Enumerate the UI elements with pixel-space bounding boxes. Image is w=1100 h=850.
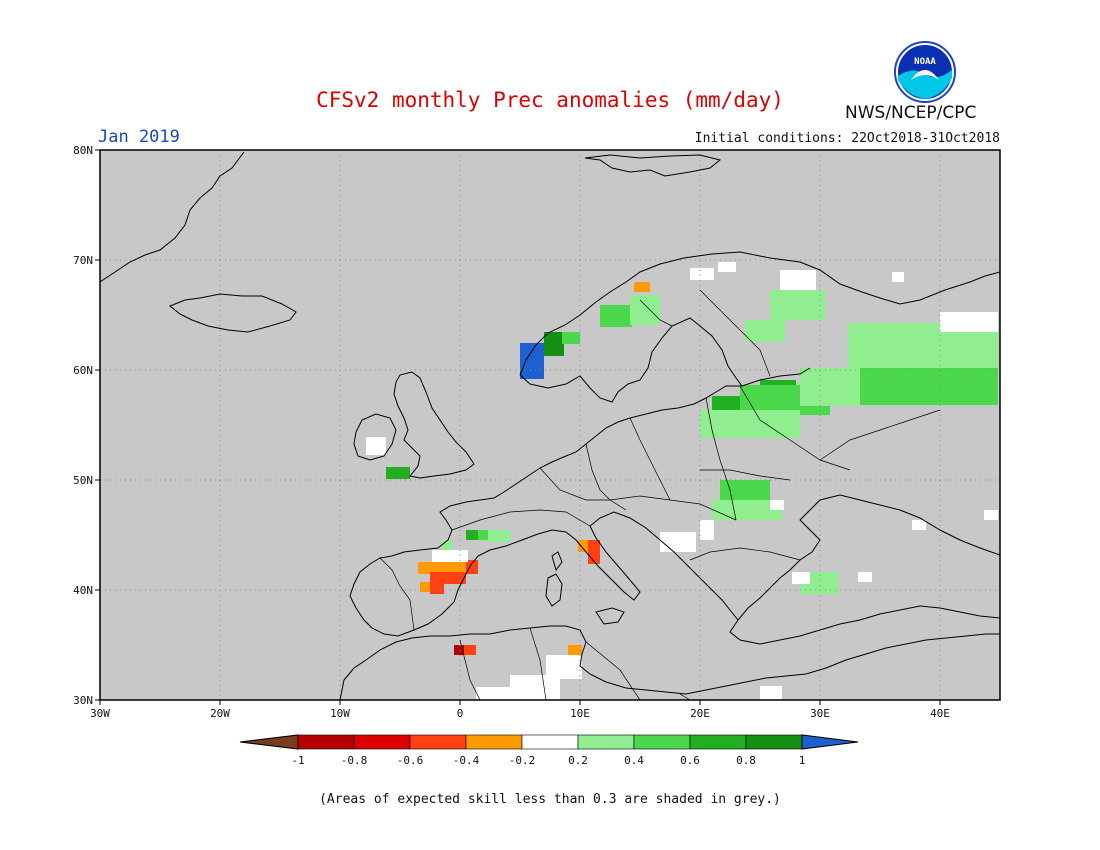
coast-continent [729,494,1000,645]
legend-arrow-low [239,734,299,750]
coast-ireland [353,413,397,461]
anomaly-cells [366,262,998,700]
anomaly-dark-red [454,645,464,655]
forecast-month: Jan 2019 [98,127,180,147]
coast-western-europe [349,443,739,637]
map-frame [99,149,1001,701]
map-background [100,150,1000,700]
coast-svalbard [584,154,722,177]
legend-swatch [689,734,747,750]
anomaly-blue [520,343,544,379]
coast-norway-south [519,317,743,403]
lon-tick-label: 30W [90,707,110,720]
skill-footnote: (Areas of expected skill less than 0.3 a… [319,792,781,807]
legend-swatch [521,734,579,750]
noaa-logo: NOAA [894,41,956,103]
coast-greenland [100,151,245,283]
legend-swatch [297,734,355,750]
map-title: CFSv2 monthly Prec anomalies (mm/day) [316,88,784,112]
anomaly-red [430,540,600,655]
lon-tick-label: 10W [330,707,350,720]
coast-finland-gulf [741,367,811,387]
legend-swatch [577,734,635,750]
lon-tick-label: 20W [210,707,230,720]
lat-tick-label: 60N [73,364,93,377]
country-borders [379,289,941,700]
coast-iceland [169,293,297,333]
anomaly-light-green [442,290,998,594]
legend-swatch [409,734,467,750]
coast-sicily [595,607,625,625]
legend-label: -0.4 [453,754,480,767]
agency-label: NWS/NCEP/CPC [845,103,977,123]
coastlines [100,151,1000,700]
legend-label: -0.8 [341,754,368,767]
legend-swatch [465,734,523,750]
lat-tick-label: 70N [73,254,93,267]
legend-label: 1 [799,754,806,767]
legend-swatch [353,734,411,750]
coast-scandinavia [519,251,1000,376]
lat-tick-label: 50N [73,474,93,487]
lon-tick-label: 30E [810,707,830,720]
anomaly-orange [418,282,650,655]
legend-swatch [633,734,691,750]
legend-label: -0.6 [397,754,424,767]
latitude-axis: 80N 70N 60N 50N 40N 30N [73,144,100,707]
legend-arrow-high [801,734,859,750]
legend-label: -1 [291,754,304,767]
legend-label: 0.8 [736,754,756,767]
longitude-axis: 30W 20W 10W 0 10E 20E 30E 40E [90,700,950,720]
coast-north-africa [339,625,1000,700]
legend-swatch [745,734,803,750]
coast-corsica [551,551,563,572]
lat-tick-label: 80N [73,144,93,157]
logo-text: NOAA [914,57,936,67]
legend-label: -0.2 [509,754,536,767]
anomaly-white [366,262,998,700]
coast-britain [393,371,475,479]
gridlines [100,150,1000,700]
lon-tick-label: 20E [690,707,710,720]
coast-sardinia [545,573,563,607]
lat-tick-label: 30N [73,694,93,707]
legend-label: 0.4 [624,754,644,767]
lon-tick-label: 10E [570,707,590,720]
legend-colorbar: -1 -0.8 -0.6 -0.4 -0.2 0.2 0.4 0.6 0.8 1 [239,734,859,767]
initial-conditions: Initial conditions: 22Oct2018-31Oct2018 [694,131,1000,146]
legend-label: 0.6 [680,754,700,767]
lon-tick-label: 40E [930,707,950,720]
lat-tick-label: 40N [73,584,93,597]
lon-tick-label: 0 [457,707,464,720]
legend-label: 0.2 [568,754,588,767]
coast-baltic [585,385,742,445]
